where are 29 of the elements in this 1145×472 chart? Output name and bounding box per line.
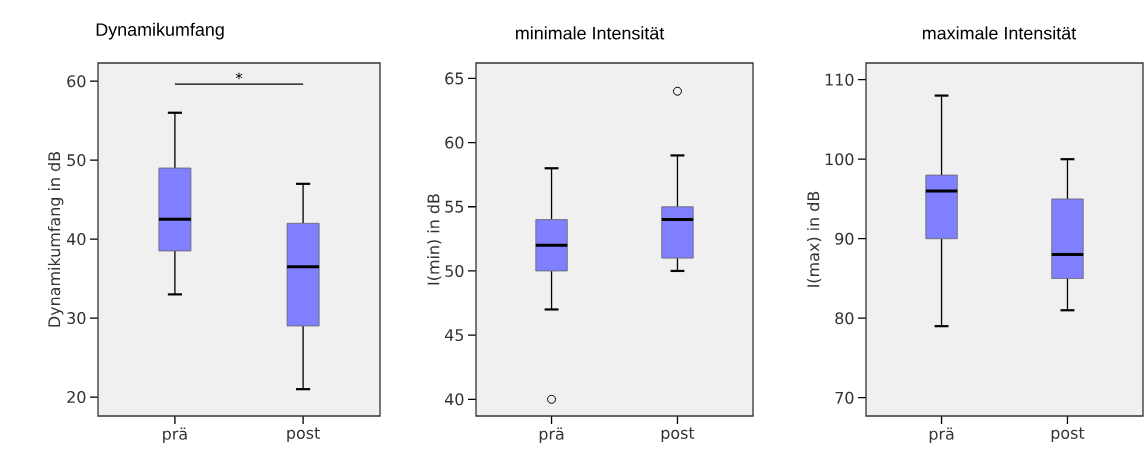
y-axis-title: I(min) in dB [427,194,442,285]
chart-title: maximale Intensität [922,26,1077,40]
y-tick-label: 100 [825,153,854,166]
y-tick-label: 40 [444,393,464,406]
x-tick-label: post [287,427,320,443]
y-tick-label: 20 [67,391,86,404]
y-tick-label: 40 [66,233,86,246]
x-tick-label: post [1051,427,1085,443]
x-tick-label: prä [929,427,954,443]
y-tick-label: 45 [444,329,464,342]
chart-title: Dynamikumfang [96,22,224,40]
y-tick-label: 55 [445,200,464,213]
y-tick-label: 65 [445,72,464,85]
y-tick-label: 60 [67,75,86,88]
y-tick-label: 110 [825,73,854,86]
y-tick-label: 60 [445,136,464,149]
x-tick-label: prä [163,427,187,443]
y-tick-label: 50 [67,154,86,167]
y-tick-label: 70 [835,391,854,404]
y-tick-label: 50 [445,264,464,277]
y-axis-title: Dynamikumfang in dB [47,151,64,327]
y-tick-label: 90 [835,232,854,245]
annotation: * [235,72,243,80]
y-tick-label: 30 [67,312,86,325]
y-tick-label: 80 [835,312,854,325]
chart-title: minimale Intensität [516,26,665,40]
x-tick-label: post [661,427,695,443]
y-axis-title: I(max) in dB [807,191,822,287]
x-tick-label: prä [539,427,564,443]
